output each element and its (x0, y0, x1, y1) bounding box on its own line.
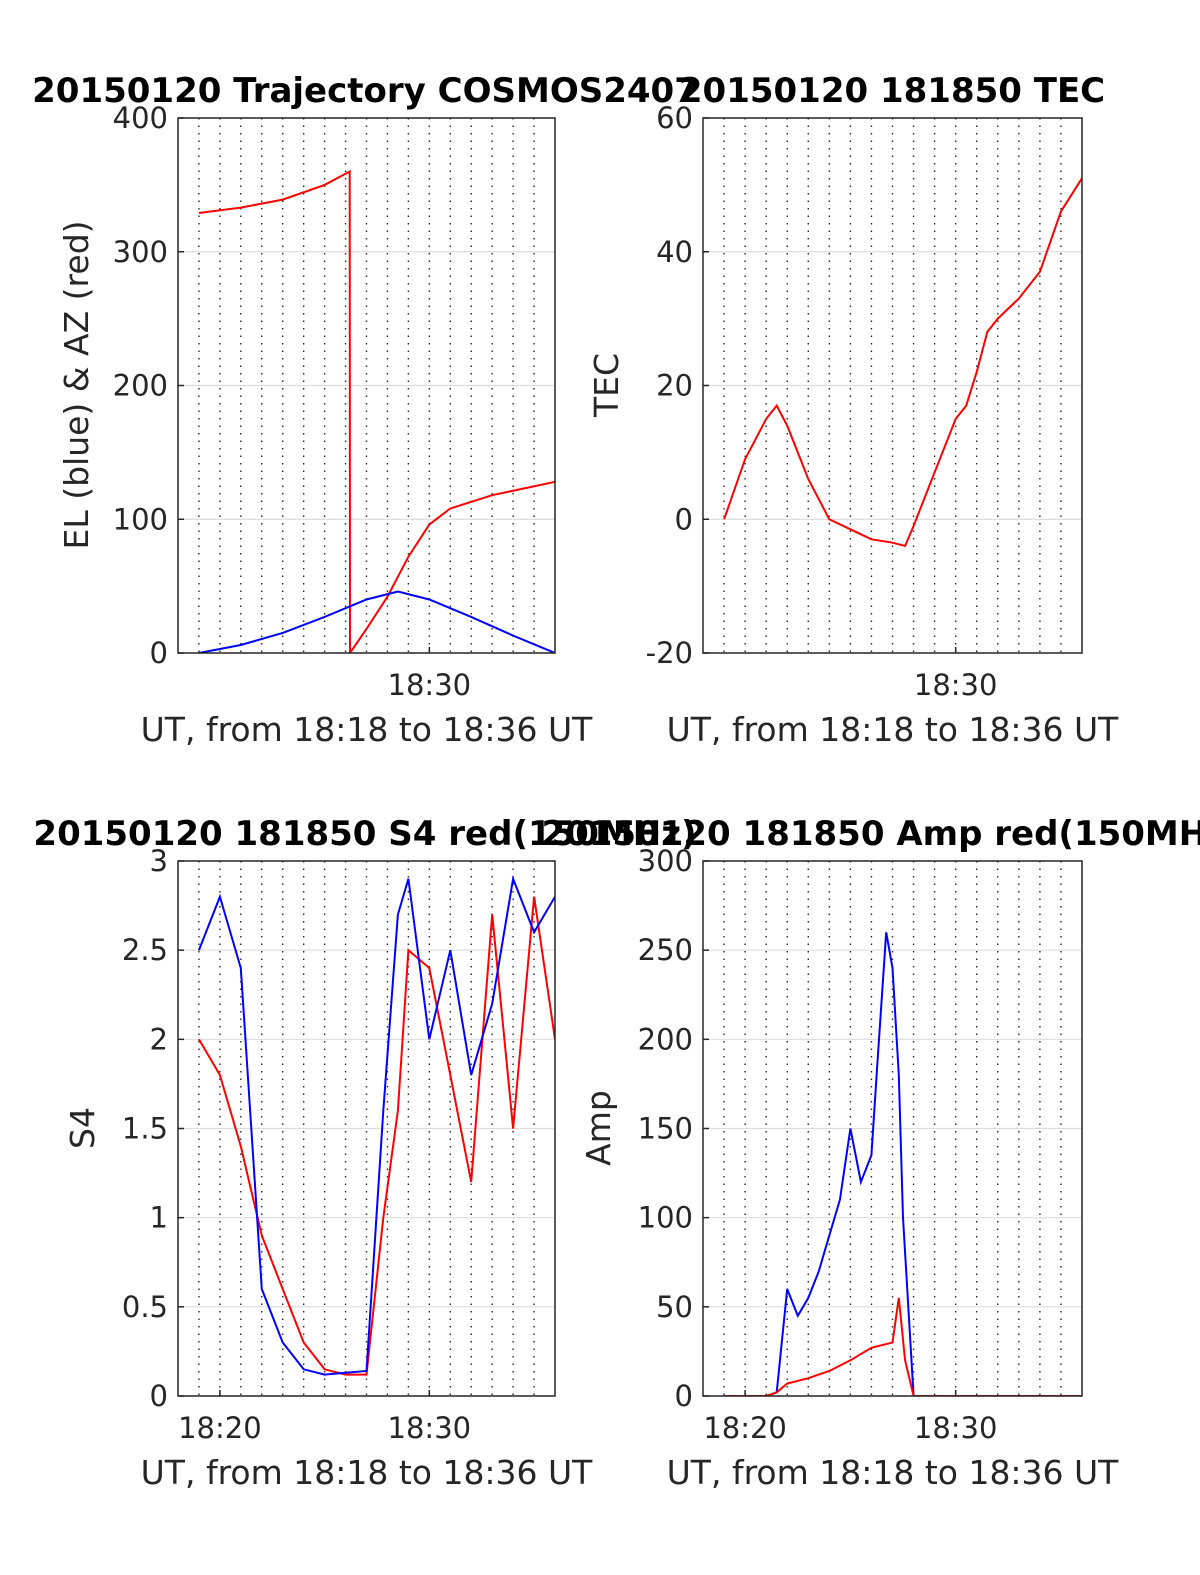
chart-panel-3: 0 0.5 1 1.5 2 2.5 3 18:20 18:30 UT, from 18:18 to… (33, 814, 696, 1492)
x-tick-label: 18:30 (914, 668, 998, 702)
chart-panel-4: 0 50 100 150 200 250 300 18:20 18:30 UT, from 18:… (541, 814, 1200, 1492)
y-axis-label: TEC (587, 353, 626, 418)
y-tick-label: 3 (150, 844, 168, 878)
x-tick-label: 18:30 (388, 668, 472, 702)
x-tick-label: 18:20 (703, 1411, 787, 1445)
series-line-1 (198, 896, 555, 1376)
y-tick-label: 200 (113, 369, 168, 403)
series-line-2 (197, 875, 555, 1376)
y-tick-label: 2.5 (122, 933, 168, 967)
y-tick-label: 250 (638, 933, 693, 967)
y-tick-label: 0 (150, 1379, 168, 1413)
x-axis-label: UT, from 18:18 to 18:36 UT (667, 1453, 1120, 1492)
y-tick-label: 0 (675, 1379, 693, 1413)
chart-panel-2: -20 0 20 40 60 18:30 UT, from 18:18 to 18:36 U… (587, 71, 1119, 749)
chart-title: 20150120 181850 Amp red(150MHz) (541, 814, 1200, 854)
y-axis-label: EL (blue) & AZ (red) (57, 220, 96, 549)
y-tick-label: 100 (113, 502, 168, 536)
y-tick-label: 100 (638, 1201, 693, 1235)
y-axis-label: S4 (63, 1107, 102, 1149)
y-tick-label: 1.5 (122, 1112, 168, 1146)
chart-title: 20150120 181850 TEC (679, 71, 1105, 111)
y-tick-label: 60 (656, 101, 693, 135)
y-tick-label: 0.5 (122, 1290, 168, 1324)
y-tick-label: 50 (656, 1290, 693, 1324)
y-tick-label: 2 (150, 1022, 168, 1056)
y-tick-label: 200 (638, 1022, 693, 1056)
y-tick-label: 20 (656, 369, 693, 403)
x-tick-label: 18:20 (178, 1411, 262, 1445)
y-tick-label: 40 (656, 235, 693, 269)
y-tick-label: -20 (646, 636, 693, 670)
series-line-1 (198, 169, 555, 653)
y-tick-label: 400 (113, 101, 168, 135)
x-axis-label: UT, from 18:18 to 18:36 UT (141, 710, 594, 749)
x-axis-label: UT, from 18:18 to 18:36 UT (141, 1453, 594, 1492)
series-line-2 (198, 590, 555, 653)
x-tick-label: 18:30 (388, 1411, 472, 1445)
chart-title: 20150120 Trajectory COSMOS2407 (32, 71, 698, 111)
y-tick-label: 0 (675, 502, 693, 536)
y-tick-label: 150 (638, 1112, 693, 1146)
series-line-2 (724, 1297, 1082, 1396)
x-tick-label: 18:30 (914, 1411, 998, 1445)
y-tick-label: 300 (638, 844, 693, 878)
series-line-1 (723, 177, 1082, 548)
y-tick-label: 1 (150, 1201, 168, 1235)
chart-title: 20150120 181850 S4 red(150MHz) (33, 814, 696, 854)
y-axis-label: Amp (579, 1090, 618, 1166)
series-line-1 (724, 932, 1082, 1396)
y-tick-label: 300 (113, 235, 168, 269)
x-axis-label: UT, from 18:18 to 18:36 UT (667, 710, 1120, 749)
y-tick-label: 0 (150, 636, 168, 670)
